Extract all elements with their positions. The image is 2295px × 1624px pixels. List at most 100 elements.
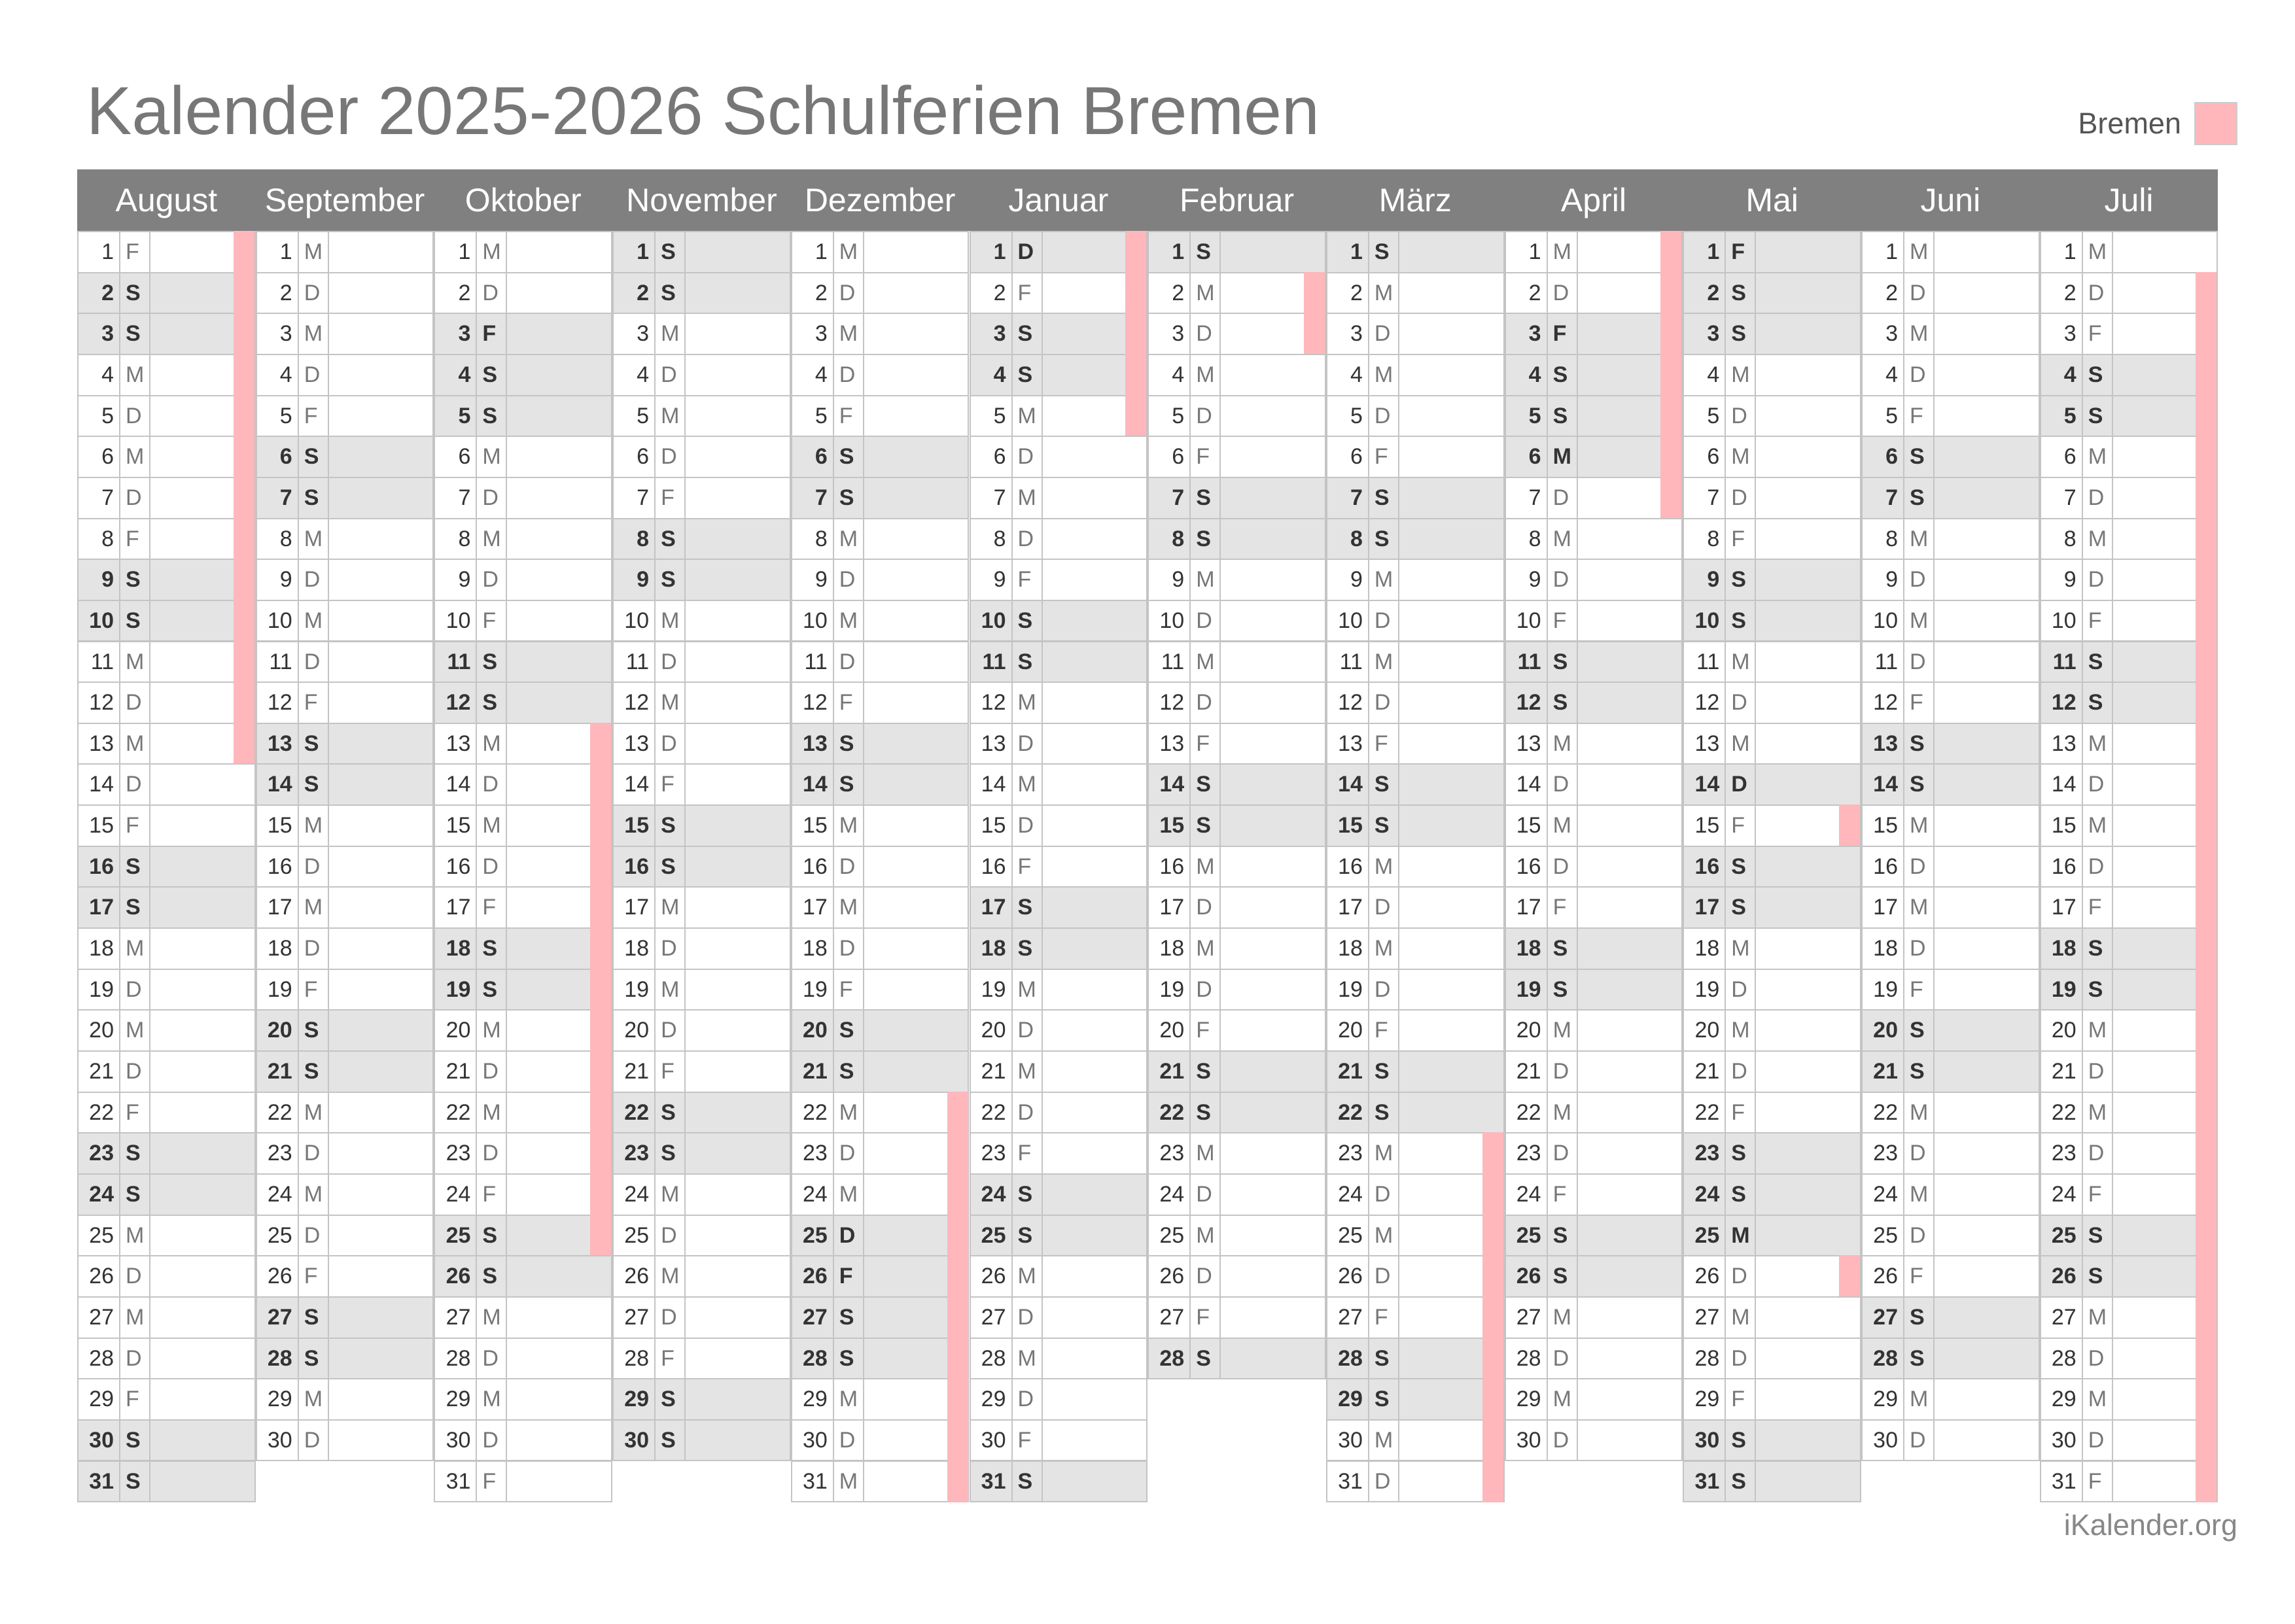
day-note-cell bbox=[506, 353, 613, 396]
school-holiday-marker bbox=[2196, 1009, 2217, 1052]
day-number: 26 bbox=[2039, 1255, 2083, 1298]
weekday-letter: M bbox=[1725, 1009, 1757, 1052]
weekday-letter: D bbox=[476, 1337, 508, 1380]
day-number: 17 bbox=[2039, 886, 2083, 929]
school-holiday-marker bbox=[2196, 1296, 2217, 1339]
weekday-letter: F bbox=[119, 804, 150, 847]
weekday-letter: M bbox=[1367, 1132, 1399, 1175]
weekday-letter: F bbox=[1903, 968, 1935, 1011]
day-note-cell bbox=[506, 640, 613, 683]
day-note-cell bbox=[684, 559, 791, 601]
weekday-letter: S bbox=[1725, 1173, 1757, 1216]
day-note-cell bbox=[684, 476, 791, 519]
day-note-cell bbox=[684, 1378, 791, 1421]
day-number: 5 bbox=[1861, 394, 1904, 438]
day-note-cell bbox=[1219, 722, 1326, 765]
day-number: 25 bbox=[1325, 1214, 1369, 1257]
day-number: 12 bbox=[1504, 682, 1548, 724]
day-note-cell bbox=[1576, 1296, 1683, 1339]
weekday-letter: M bbox=[654, 394, 686, 438]
school-holiday-marker bbox=[590, 804, 612, 847]
weekday-letter: M bbox=[476, 436, 508, 478]
day-note-cell bbox=[1041, 1050, 1148, 1093]
day-note-cell bbox=[684, 231, 791, 273]
day-note-cell bbox=[1576, 845, 1683, 888]
weekday-letter: D bbox=[476, 1419, 508, 1462]
weekday-letter: D bbox=[1903, 640, 1935, 683]
weekday-letter: S bbox=[297, 1009, 329, 1052]
day-note-cell bbox=[506, 682, 613, 724]
day-note-cell bbox=[327, 968, 434, 1011]
day-number: 28 bbox=[434, 1337, 478, 1380]
day-number: 5 bbox=[1683, 394, 1726, 438]
day-number: 13 bbox=[2039, 722, 2083, 765]
legend-swatch bbox=[2194, 102, 2237, 145]
weekday-letter: D bbox=[654, 927, 686, 970]
weekday-letter: D bbox=[832, 353, 864, 396]
month-header-august: August bbox=[115, 182, 218, 218]
weekday-letter: F bbox=[119, 1091, 150, 1134]
day-note-cell bbox=[1576, 1337, 1683, 1380]
school-holiday-marker bbox=[2196, 476, 2217, 519]
month-header-november: November bbox=[626, 182, 777, 218]
day-note-cell bbox=[1397, 722, 1505, 765]
weekday-letter: S bbox=[1011, 640, 1043, 683]
day-number: 12 bbox=[77, 682, 120, 724]
weekday-letter: M bbox=[1546, 517, 1578, 561]
day-number: 7 bbox=[790, 476, 834, 519]
weekday-letter: M bbox=[2081, 1009, 2113, 1052]
day-number: 19 bbox=[790, 968, 834, 1011]
day-number: 17 bbox=[969, 886, 1013, 929]
day-note-cell bbox=[1397, 1009, 1505, 1052]
day-number: 8 bbox=[1325, 517, 1369, 561]
day-number: 14 bbox=[969, 763, 1013, 806]
day-number: 16 bbox=[969, 845, 1013, 888]
weekday-letter: F bbox=[476, 886, 508, 929]
day-number: 24 bbox=[1861, 1173, 1904, 1216]
school-holiday-marker bbox=[1660, 313, 1682, 355]
day-number: 9 bbox=[790, 559, 834, 601]
day-note-cell bbox=[1933, 517, 2040, 561]
day-note-cell bbox=[506, 1255, 613, 1298]
weekday-letter: S bbox=[1011, 927, 1043, 970]
weekday-letter: M bbox=[1725, 353, 1757, 396]
day-number: 1 bbox=[790, 231, 834, 273]
day-note-cell bbox=[684, 804, 791, 847]
day-number: 22 bbox=[77, 1091, 120, 1134]
day-number: 9 bbox=[969, 559, 1013, 601]
weekday-letter: S bbox=[2081, 968, 2113, 1011]
day-number: 13 bbox=[77, 722, 120, 765]
day-note-cell bbox=[1041, 1255, 1148, 1298]
weekday-letter: S bbox=[832, 1050, 864, 1093]
school-holiday-marker bbox=[1482, 1296, 1503, 1339]
day-number: 9 bbox=[77, 559, 120, 601]
day-note-cell bbox=[1755, 1214, 1861, 1257]
weekday-letter: D bbox=[832, 927, 864, 970]
day-number: 12 bbox=[1861, 682, 1904, 724]
day-number: 29 bbox=[612, 1378, 656, 1421]
school-holiday-marker bbox=[2196, 1091, 2217, 1134]
day-number: 18 bbox=[255, 927, 299, 970]
school-holiday-marker bbox=[2196, 927, 2217, 970]
day-number: 23 bbox=[2039, 1132, 2083, 1175]
weekday-letter: S bbox=[1189, 1337, 1221, 1380]
weekday-letter: D bbox=[1903, 927, 1935, 970]
day-number: 25 bbox=[790, 1214, 834, 1257]
weekday-letter: D bbox=[297, 1214, 329, 1257]
day-number: 27 bbox=[1504, 1296, 1548, 1339]
day-note-cell bbox=[684, 436, 791, 478]
day-note-cell bbox=[1219, 559, 1326, 601]
weekday-letter: S bbox=[476, 1255, 508, 1298]
month-header-januar: Januar bbox=[1008, 182, 1109, 218]
day-number: 1 bbox=[77, 231, 120, 273]
weekday-letter: M bbox=[297, 517, 329, 561]
day-note-cell bbox=[1397, 313, 1505, 355]
day-number: 20 bbox=[1325, 1009, 1369, 1052]
day-number: 13 bbox=[1861, 722, 1904, 765]
day-note-cell bbox=[149, 845, 256, 888]
school-holiday-marker bbox=[2196, 559, 2217, 601]
day-number: 22 bbox=[1504, 1091, 1548, 1134]
day-number: 30 bbox=[1504, 1419, 1548, 1462]
weekday-letter: M bbox=[297, 1173, 329, 1216]
day-note-cell bbox=[684, 682, 791, 724]
